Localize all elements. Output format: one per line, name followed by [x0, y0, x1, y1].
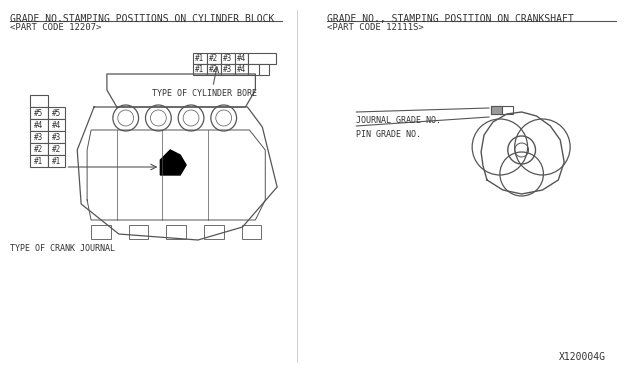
Bar	[91, 225, 111, 239]
Bar	[491, 106, 513, 114]
Text: <PART CODE 12111S>: <PART CODE 12111S>	[326, 23, 424, 32]
Text: #2: #2	[34, 144, 44, 154]
Text: #4: #4	[237, 65, 246, 74]
Text: #4: #4	[237, 54, 246, 63]
Bar	[248, 64, 269, 75]
Polygon shape	[161, 150, 186, 175]
Text: #5: #5	[34, 109, 44, 118]
Text: GRADE NO.STAMPING POSITIONS ON CYLINDER BLOCK: GRADE NO.STAMPING POSITIONS ON CYLINDER …	[10, 14, 275, 24]
Bar	[204, 225, 224, 239]
Text: #1: #1	[34, 157, 44, 166]
Text: #1: #1	[195, 65, 205, 74]
Bar	[29, 131, 47, 143]
Bar	[29, 119, 47, 131]
Text: X120004G: X120004G	[559, 352, 606, 362]
Text: #3: #3	[223, 65, 232, 74]
Bar	[29, 155, 47, 167]
Text: #1: #1	[52, 157, 61, 166]
Text: #4: #4	[52, 121, 61, 129]
Text: #3: #3	[52, 132, 61, 141]
Bar	[47, 143, 65, 155]
Bar	[207, 64, 221, 75]
Text: #4: #4	[34, 121, 44, 129]
Bar	[221, 64, 235, 75]
Bar	[29, 95, 47, 107]
Bar	[193, 64, 207, 75]
Bar	[29, 143, 47, 155]
Bar	[193, 53, 207, 64]
Bar	[221, 53, 235, 64]
Bar	[241, 225, 261, 239]
Text: #2: #2	[52, 144, 61, 154]
Bar	[207, 53, 221, 64]
Bar	[29, 107, 47, 119]
Text: #5: #5	[52, 109, 61, 118]
Text: <PART CODE 12207>: <PART CODE 12207>	[10, 23, 101, 32]
Text: TYPE OF CYLINDER BORE: TYPE OF CYLINDER BORE	[152, 89, 257, 98]
Bar	[47, 155, 65, 167]
Bar	[47, 107, 65, 119]
Bar	[166, 225, 186, 239]
Text: #1: #1	[195, 54, 205, 63]
Bar	[47, 119, 65, 131]
Bar	[129, 225, 148, 239]
Text: GRADE NO., STAMPING POSITION ON CRANKSHAFT: GRADE NO., STAMPING POSITION ON CRANKSHA…	[326, 14, 573, 24]
Bar	[47, 131, 65, 143]
Text: #2: #2	[209, 65, 218, 74]
Text: TYPE OF CRANK JOURNAL: TYPE OF CRANK JOURNAL	[10, 244, 115, 253]
Bar	[235, 64, 248, 75]
Text: #3: #3	[223, 54, 232, 63]
Text: JOURNAL GRADE NO.: JOURNAL GRADE NO.	[356, 116, 442, 125]
Bar	[235, 53, 248, 64]
Bar	[248, 53, 276, 64]
Text: #2: #2	[209, 54, 218, 63]
Text: #3: #3	[34, 132, 44, 141]
Text: PIN GRADE NO.: PIN GRADE NO.	[356, 130, 421, 139]
Bar	[491, 106, 502, 114]
